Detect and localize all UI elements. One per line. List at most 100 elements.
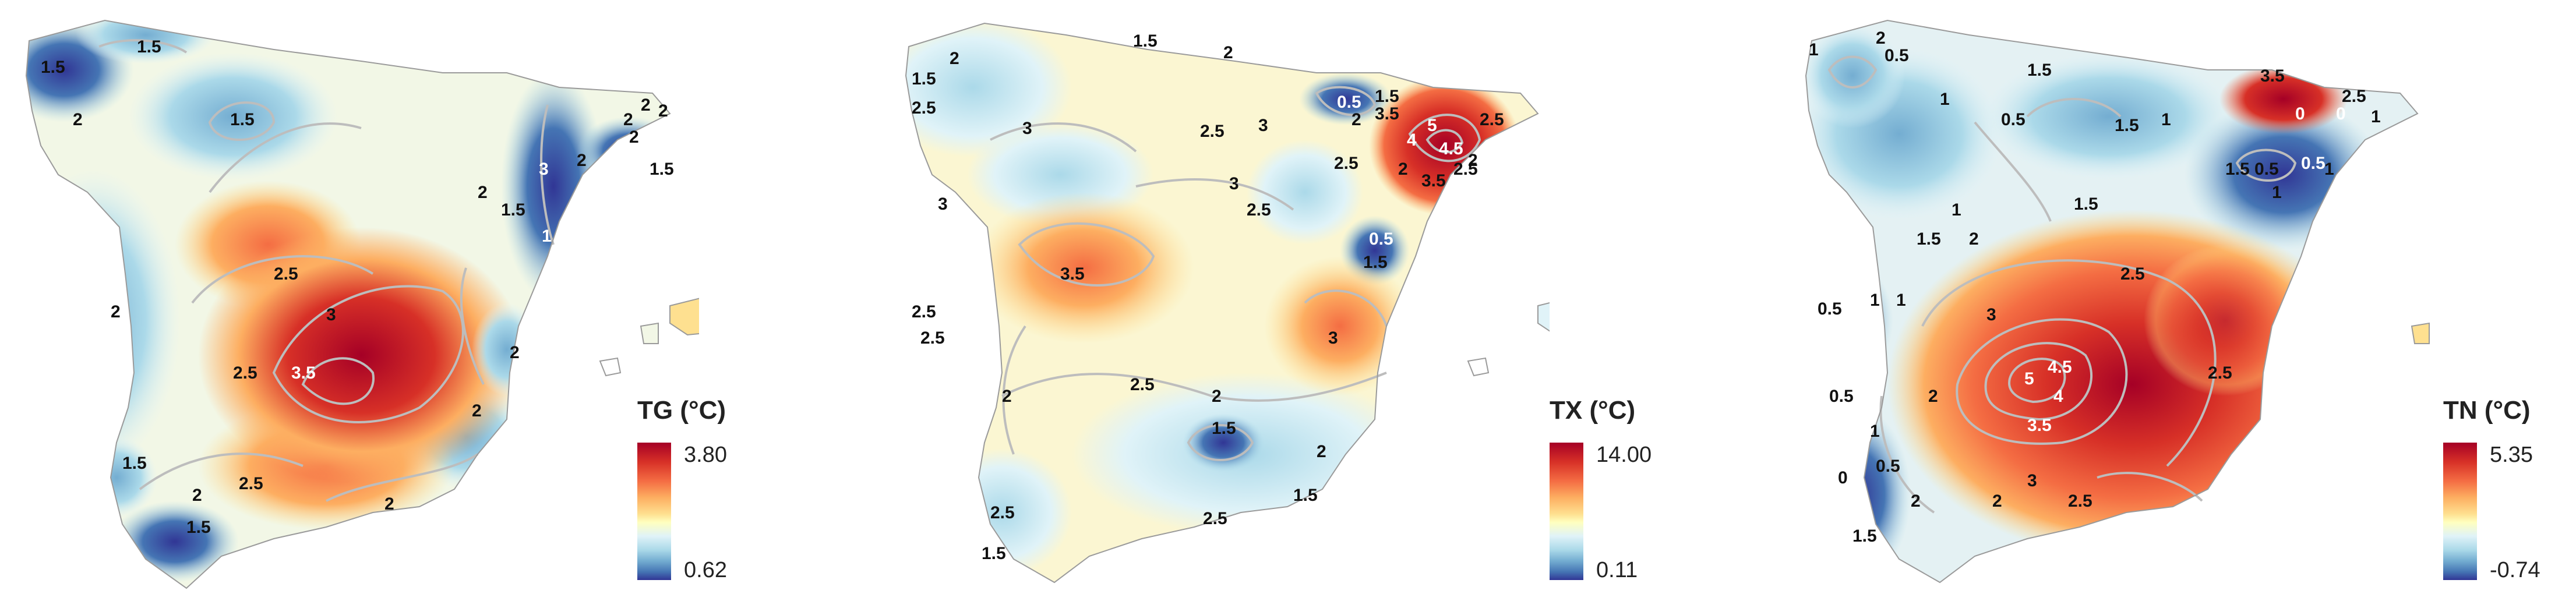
contour-label: 3.5: [291, 363, 316, 383]
contour-label: 2: [1212, 387, 1222, 406]
contour-label: 0: [2336, 104, 2346, 123]
contour-label: 1.5: [2115, 116, 2139, 135]
contour-label: 2: [1928, 387, 1938, 406]
contour-label: 1.5: [2027, 61, 2052, 80]
contour-label: 0.5: [1369, 229, 1393, 249]
contour-label: 3.5: [1375, 104, 1399, 123]
contour-label: 1: [2161, 110, 2171, 129]
contour-label: 2: [1002, 387, 1012, 406]
contour-label: 3.5: [2027, 416, 2052, 435]
contour-label: 3: [1022, 119, 1032, 138]
legend-min-value: 0.11: [1596, 558, 1638, 582]
contour-label: 2: [950, 49, 959, 68]
contour-label: 1: [2324, 160, 2334, 179]
contour-label: 2.5: [1334, 154, 1358, 173]
contour-label: 1.5: [137, 37, 161, 56]
balearic-islands-tg: [599, 298, 699, 377]
legend-max-value: 5.35: [2490, 443, 2533, 467]
map-panel-tn: 1 0.5 2 1.5 3.5 2.5 1 0.5 1.5 1 0 0 1 1.…: [1783, 0, 2576, 608]
contour-label: 2: [623, 110, 633, 129]
legend-max-value: 3.80: [684, 443, 727, 467]
contour-label: 2: [472, 401, 482, 420]
contour-label: 2: [510, 343, 520, 362]
contour-label: 2: [111, 302, 121, 321]
contour-label: 3.5: [1421, 171, 1446, 190]
contour-label: 0.5: [1823, 328, 1848, 348]
contour-label: 1.5: [1212, 419, 1236, 438]
contour-label: 1: [1870, 291, 1880, 310]
contour-label: 1: [1940, 90, 1950, 109]
contour-label: 3.5: [2260, 66, 2285, 86]
contour-label: 2: [1398, 160, 1408, 179]
contour-label: 2.5: [990, 503, 1015, 522]
contour-labels-tn: 1 0.5 2 1.5 3.5 2.5 1 0.5 1.5 1 0 0 1 1.…: [1809, 29, 2381, 546]
contour-label: 2.5: [2120, 264, 2145, 284]
contour-label: 1.5: [2225, 160, 2250, 179]
contour-label: 4: [1407, 130, 1417, 150]
contour-label: 2: [658, 101, 668, 121]
contour-label: 0.5: [2301, 154, 2326, 173]
contour-label: 0.5: [1876, 457, 1900, 476]
map-panel-tg: 1.5 1.5 1.5 2 2 2 2 2 2 1.5 2 3 1.5 1 2.…: [0, 0, 859, 608]
contour-label: 1.5: [501, 200, 525, 220]
contour-label: 1: [2272, 183, 2282, 202]
contour-label: 3: [539, 160, 549, 179]
legend-tg: TG (°C) 3.80 0.62: [637, 396, 789, 588]
contour-label: 2.5: [920, 328, 945, 348]
contour-label: 0: [2295, 104, 2305, 123]
contour-label: 2: [1351, 110, 1361, 129]
contour-label: 3: [2027, 471, 2037, 490]
contour-label: 0.5: [1337, 93, 1361, 112]
contour-label: 2.5: [2208, 363, 2232, 383]
contour-label: 2: [1911, 492, 1921, 511]
contour-label: 1: [1809, 40, 1819, 59]
contour-label: 1.5: [41, 58, 65, 77]
contour-label: 2.5: [1200, 122, 1225, 141]
contour-label: 1.5: [1363, 253, 1388, 272]
contour-label: 2: [192, 486, 202, 505]
contour-label: 1.5: [230, 110, 255, 129]
contour-label: 3: [326, 305, 336, 324]
contour-label: 1.5: [1133, 31, 1158, 51]
contour-label: 1.5: [122, 454, 147, 473]
legend-title: TG (°C): [637, 396, 726, 425]
contour-label: 2.5: [1130, 375, 1155, 394]
contour-label: 1.5: [1917, 229, 1941, 249]
contour-label: 2: [1317, 442, 1326, 461]
contour-label: 1.5: [1852, 526, 1877, 546]
contour-label: 2: [478, 183, 488, 202]
legend-tn: TN (°C) 5.35 -0.74: [2443, 396, 2571, 588]
contour-label: 2: [641, 96, 651, 115]
contour-label: 2: [1969, 229, 1979, 249]
contour-label: 2: [1468, 151, 1478, 170]
contour-label: 3: [1328, 328, 1338, 348]
contour-label: 1.5: [2074, 195, 2098, 214]
contour-label: 2.5: [2068, 492, 2092, 511]
contour-label: 3: [1258, 116, 1268, 135]
contour-label: 1: [1952, 200, 1961, 220]
balearic-islands-tx: [1467, 302, 1550, 377]
contour-label: 1.5: [1375, 87, 1399, 106]
contour-label: 2.5: [912, 98, 936, 118]
contour-label: 0.5: [1818, 299, 1842, 319]
contour-label: 2: [1876, 29, 1886, 48]
contour-label: 2.5: [239, 474, 263, 493]
contour-label: 5: [1427, 116, 1437, 135]
spain-map-tn: 1 0.5 2 1.5 3.5 2.5 1 0.5 1.5 1 0 0 1 1.…: [1805, 19, 2430, 584]
legend-tx: TX (°C) 14.00 0.11: [1550, 396, 1684, 588]
contour-label: 1: [542, 227, 552, 246]
spain-map-tg: 1.5 1.5 1.5 2 2 2 2 2 2 1.5 2 3 1.5 1 2.…: [25, 19, 699, 589]
map-panel-tx: 1.5 2 1.5 2 2.5 3 2.5 3 1.5 2 0.5 3.5 5 …: [885, 0, 1689, 608]
contour-label: 2.5: [912, 302, 936, 321]
contour-label: 1.5: [982, 544, 1006, 563]
contour-label: 2: [1223, 43, 1233, 62]
contour-label: 2: [629, 128, 639, 147]
contour-label: 1.5: [1293, 486, 1318, 505]
contour-label: 1.5: [650, 160, 674, 179]
spain-map-tx: 1.5 2 1.5 2 2.5 3 2.5 3 1.5 2 0.5 3.5 5 …: [905, 22, 1550, 584]
contour-label: 3: [1986, 305, 1996, 324]
contour-label: 0: [1838, 468, 1848, 487]
contour-label: 2.5: [2342, 87, 2366, 106]
contour-label: 2.5: [1247, 200, 1271, 220]
contour-labels-tg: 1.5 1.5 1.5 2 2 2 2 2 2 1.5 2 3 1.5 1 2.…: [41, 37, 674, 537]
